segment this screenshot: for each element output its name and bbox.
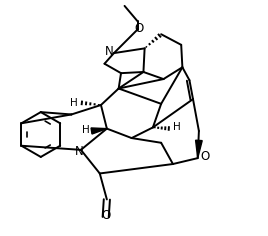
Text: N: N <box>105 45 114 59</box>
Polygon shape <box>91 128 107 134</box>
Text: N: N <box>75 144 84 158</box>
Text: O: O <box>200 150 209 164</box>
Text: H: H <box>173 122 180 132</box>
Text: O: O <box>134 22 143 35</box>
Text: H: H <box>70 98 78 108</box>
Text: H: H <box>82 125 90 135</box>
Text: O: O <box>101 209 110 223</box>
Polygon shape <box>196 140 202 158</box>
